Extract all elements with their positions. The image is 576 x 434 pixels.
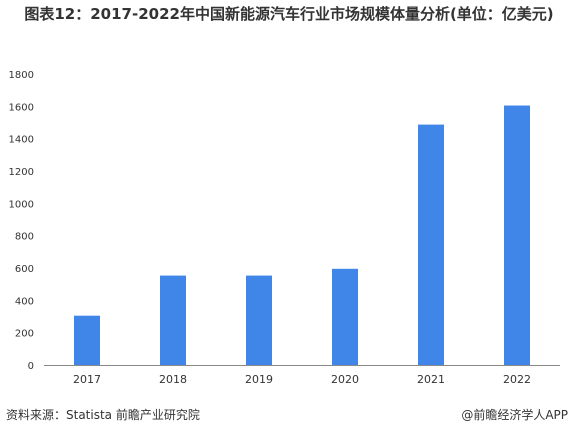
y-tick-label: 800 xyxy=(15,232,34,243)
x-tick-label: 2019 xyxy=(245,373,273,386)
x-tick-label: 2022 xyxy=(503,373,531,386)
x-tick-label: 2021 xyxy=(417,373,445,386)
bar-2022 xyxy=(504,105,530,366)
source-note: 资料来源：Statista 前瞻产业研究院 xyxy=(6,408,200,422)
bar-2018 xyxy=(160,275,186,365)
y-tick-label: 1600 xyxy=(9,102,34,113)
x-tick-label: 2020 xyxy=(331,373,359,386)
y-tick-label: 0 xyxy=(28,361,34,372)
y-tick-label: 200 xyxy=(15,329,34,340)
y-tick-label: 1200 xyxy=(9,167,34,178)
y-tick-label: 600 xyxy=(15,264,34,275)
x-tick-label: 2017 xyxy=(73,373,101,386)
chart-title: 图表12：2017-2022年中国新能源汽车行业市场规模体量分析(单位：亿美元) xyxy=(24,5,554,23)
bar-2021 xyxy=(418,124,444,365)
brand-credit: @前瞻经济学人APP xyxy=(461,408,568,422)
bar-2017 xyxy=(74,315,100,365)
bar-2019 xyxy=(246,275,272,365)
bar-series xyxy=(74,105,530,366)
y-tick-label: 1800 xyxy=(9,70,34,81)
y-tick-label: 1400 xyxy=(9,135,34,146)
x-axis: 2017 2018 2019 2020 2021 2022 xyxy=(73,373,531,386)
bar-2020 xyxy=(332,268,358,365)
y-axis: 0 200 400 600 800 1000 1200 1400 1600 1800 xyxy=(9,70,34,372)
x-tick-label: 2018 xyxy=(159,373,187,386)
y-tick-label: 1000 xyxy=(9,199,34,210)
y-tick-label: 400 xyxy=(15,296,34,307)
